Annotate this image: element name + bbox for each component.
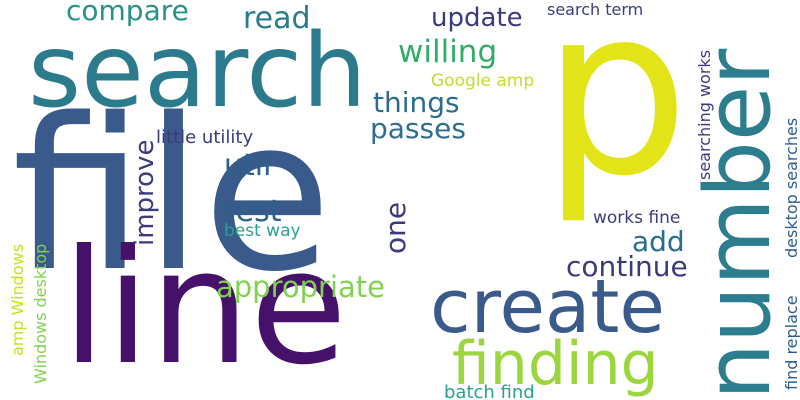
word-windows-desktop: Windows desktop (31, 244, 50, 384)
word-read: read (243, 1, 311, 36)
word-continue: continue (566, 250, 688, 283)
word-search: search (28, 12, 367, 131)
word-compare: compare (66, 0, 189, 27)
word-google-amp: Google amp (431, 71, 534, 91)
word-create: create (430, 264, 665, 350)
word-number: number (686, 49, 791, 400)
word-search-term: search term (547, 0, 643, 19)
word-works-fine: works fine (593, 208, 680, 228)
word-improve: improve (130, 140, 160, 246)
word-willing: willing (398, 34, 497, 70)
word-line: line (62, 216, 347, 400)
word-add: add (632, 225, 685, 258)
word-passes: passes (370, 112, 466, 145)
word-desktop-searches: desktop searches (782, 118, 800, 258)
word-amp-windows: amp Windows (8, 244, 27, 356)
word-find-replace: find replace (782, 295, 800, 390)
word-util: util (224, 148, 271, 183)
word-one: one (379, 202, 412, 254)
word-little-utility: little utility (156, 127, 253, 148)
word-finding: finding (452, 329, 659, 399)
word-appropriate: appropriate (216, 270, 385, 304)
word-update: update (431, 3, 523, 33)
word-batch-find: batch find (444, 382, 535, 400)
word-searching-works: searching works (695, 50, 714, 180)
word-p: p (542, 0, 689, 227)
word-file: file (12, 73, 332, 318)
word-things: things (373, 86, 460, 119)
word-rest: rest (224, 194, 282, 229)
word-best-way: best way (224, 221, 301, 241)
